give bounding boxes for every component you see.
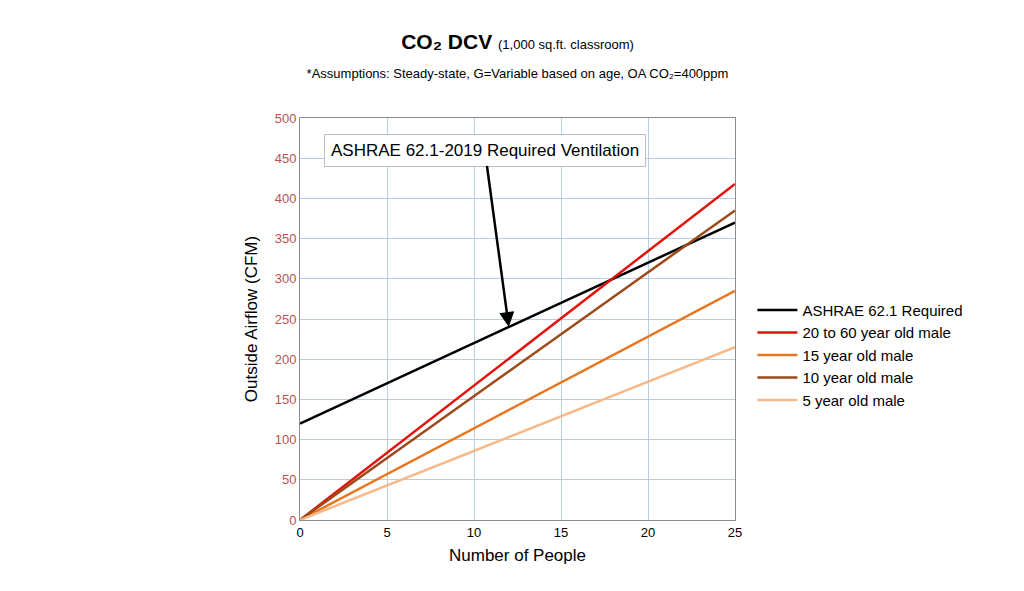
svg-text:10: 10 (467, 525, 481, 540)
svg-text:25: 25 (728, 525, 742, 540)
svg-text:10 year old male: 10 year old male (802, 369, 913, 386)
svg-text:0: 0 (289, 513, 296, 528)
svg-text:500: 500 (275, 111, 297, 126)
svg-text:400: 400 (275, 191, 297, 206)
svg-text:*Assumptions: Steady-state, G=: *Assumptions: Steady-state, G=Variable b… (307, 66, 729, 81)
svg-text:150: 150 (275, 392, 297, 407)
svg-text:5 year old male: 5 year old male (802, 392, 905, 409)
svg-text:0: 0 (296, 525, 303, 540)
svg-text:100: 100 (275, 432, 297, 447)
svg-text:350: 350 (275, 231, 297, 246)
svg-text:5: 5 (383, 525, 390, 540)
svg-text:15: 15 (554, 525, 568, 540)
svg-text:250: 250 (275, 312, 297, 327)
svg-text:50: 50 (282, 472, 296, 487)
svg-text:450: 450 (275, 151, 297, 166)
svg-text:200: 200 (275, 352, 297, 367)
svg-text:CO₂ DCV (1,000 sq.ft. classroo: CO₂ DCV (1,000 sq.ft. classroom) (401, 30, 634, 53)
svg-text:15 year old male: 15 year old male (802, 347, 913, 364)
svg-text:Number of People: Number of People (449, 546, 586, 565)
svg-text:ASHRAE 62.1 Required: ASHRAE 62.1 Required (802, 302, 962, 319)
svg-text:Outside Airflow (CFM): Outside Airflow (CFM) (242, 236, 261, 402)
svg-text:ASHRAE 62.1-2019 Required Vent: ASHRAE 62.1-2019 Required Ventilation (331, 141, 639, 160)
svg-text:300: 300 (275, 271, 297, 286)
svg-text:20: 20 (641, 525, 655, 540)
svg-text:20 to 60 year old male: 20 to 60 year old male (802, 324, 950, 341)
